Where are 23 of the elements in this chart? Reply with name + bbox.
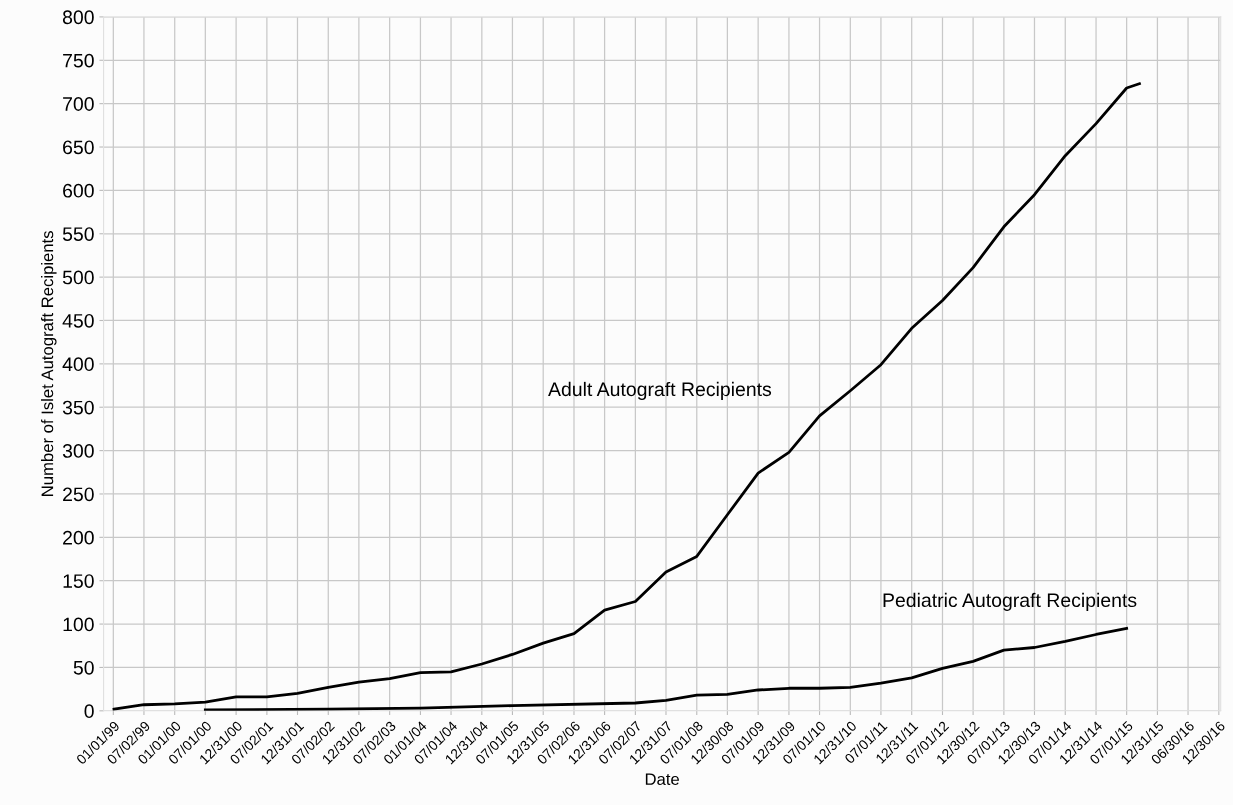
y-tick-label: 50 (73, 660, 94, 675)
y-tick-label: 250 (63, 487, 94, 502)
y-tick-label: 700 (63, 97, 94, 111)
y-tick-label: 550 (62, 227, 94, 241)
y-tick-label: 600 (63, 183, 94, 198)
series-label: Pediatric Autograft Recipients (883, 592, 1137, 611)
y-tick-label: 150 (63, 574, 94, 588)
x-axis-title: Date (645, 773, 679, 786)
line-series (203, 627, 1129, 711)
y-tick-label: 0 (84, 704, 94, 719)
text: Adult Autograft Recipients (548, 381, 772, 400)
y-tick-label: 200 (63, 530, 94, 545)
y-tick-label: 800 (62, 10, 94, 25)
y-axis-title: Number of Islet Autograft Recipients (41, 231, 57, 496)
y-tick-label: 350 (62, 400, 94, 415)
y-tick-label: 750 (63, 53, 94, 68)
y-tick-label: 400 (62, 357, 94, 372)
y-tick-label: 100 (63, 617, 94, 632)
y-tick-label: 500 (62, 270, 94, 285)
y-tick-label: 650 (63, 140, 94, 155)
line-series (112, 82, 1141, 711)
y-tick-label: 300 (62, 444, 94, 458)
y-tick-label: 450 (62, 313, 94, 328)
